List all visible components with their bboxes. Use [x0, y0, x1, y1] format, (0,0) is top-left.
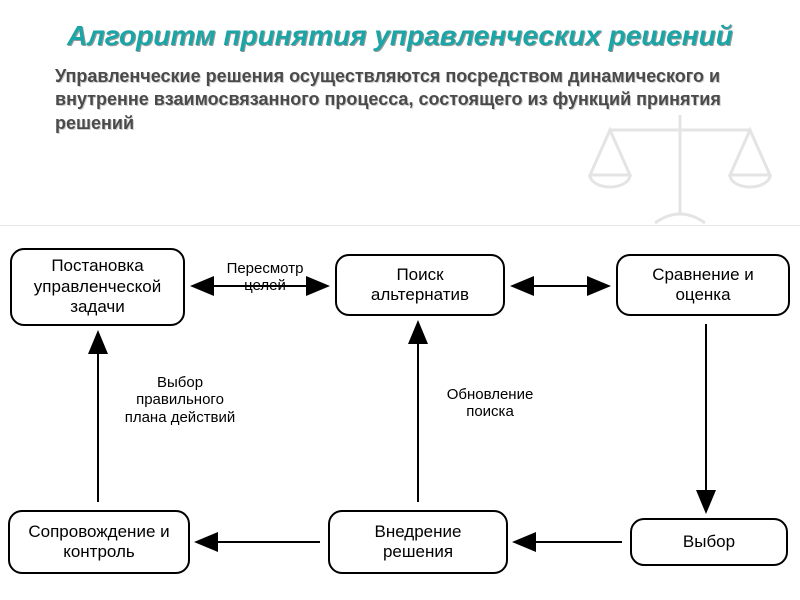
node-compare: Сравнение и оценка: [616, 254, 790, 316]
edge-label-review-goals: Пересмотр целей: [205, 260, 325, 295]
flowchart: Постановка управленческой задачи Поиск а…: [0, 225, 800, 595]
node-alternatives: Поиск альтернатив: [335, 254, 505, 316]
node-task-setting: Постановка управленческой задачи: [10, 248, 185, 326]
node-choice: Выбор: [630, 518, 788, 566]
page-title: Алгоритм принятия управленческих решений: [0, 0, 800, 53]
scales-watermark: [570, 105, 790, 235]
edge-label-update-search: Обновление поиска: [430, 386, 550, 421]
node-implement: Внедрение решения: [328, 510, 508, 574]
edge-label-plan-choice: Выбор правильного плана действий: [115, 374, 245, 426]
node-control: Сопровождение и контроль: [8, 510, 190, 574]
